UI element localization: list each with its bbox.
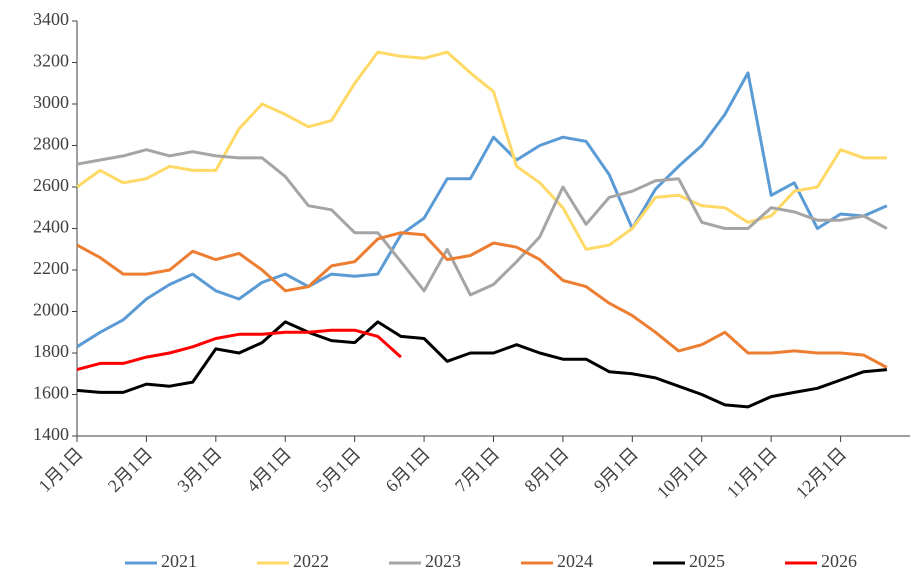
series-line — [76, 231, 888, 369]
y-tick-label: 1800 — [33, 341, 69, 361]
legend-label: 2025 — [689, 551, 725, 571]
x-tick-label: 11月1日 — [723, 444, 781, 502]
x-tick-label: 5月1日 — [312, 444, 364, 496]
y-tick-label: 1400 — [33, 424, 69, 444]
y-tick-label: 2400 — [33, 217, 69, 237]
legend-label: 2026 — [821, 551, 857, 571]
legend-label: 2022 — [293, 551, 329, 571]
legend-label: 2021 — [161, 551, 197, 571]
y-tick-label: 3400 — [33, 9, 69, 29]
x-tick-label: 10月1日 — [653, 444, 712, 503]
y-tick-label: 3200 — [33, 51, 69, 71]
y-tick-label: 1600 — [33, 383, 69, 403]
x-tick-label: 4月1日 — [243, 444, 295, 496]
x-tick-label: 8月1日 — [520, 444, 572, 496]
y-tick-label: 2000 — [33, 300, 69, 320]
legend-label: 2023 — [425, 551, 461, 571]
x-tick-label: 3月1日 — [173, 444, 225, 496]
series-line — [76, 148, 888, 297]
series-line — [76, 320, 888, 409]
x-tick-label: 2月1日 — [104, 444, 156, 496]
y-tick-label: 2600 — [33, 175, 69, 195]
y-tick-label: 2200 — [33, 258, 69, 278]
y-tick-label: 3000 — [33, 92, 69, 112]
y-tick-label: 2800 — [33, 134, 69, 154]
x-tick-label: 9月1日 — [590, 444, 642, 496]
x-tick-label: 7月1日 — [451, 444, 503, 496]
series-line — [76, 71, 888, 349]
x-tick-label: 12月1日 — [792, 444, 851, 503]
legend-label: 2024 — [557, 551, 593, 571]
x-tick-label: 6月1日 — [382, 444, 434, 496]
series-line — [76, 50, 887, 251]
x-tick-label: 1月1日 — [34, 444, 86, 496]
series-line — [76, 328, 402, 372]
